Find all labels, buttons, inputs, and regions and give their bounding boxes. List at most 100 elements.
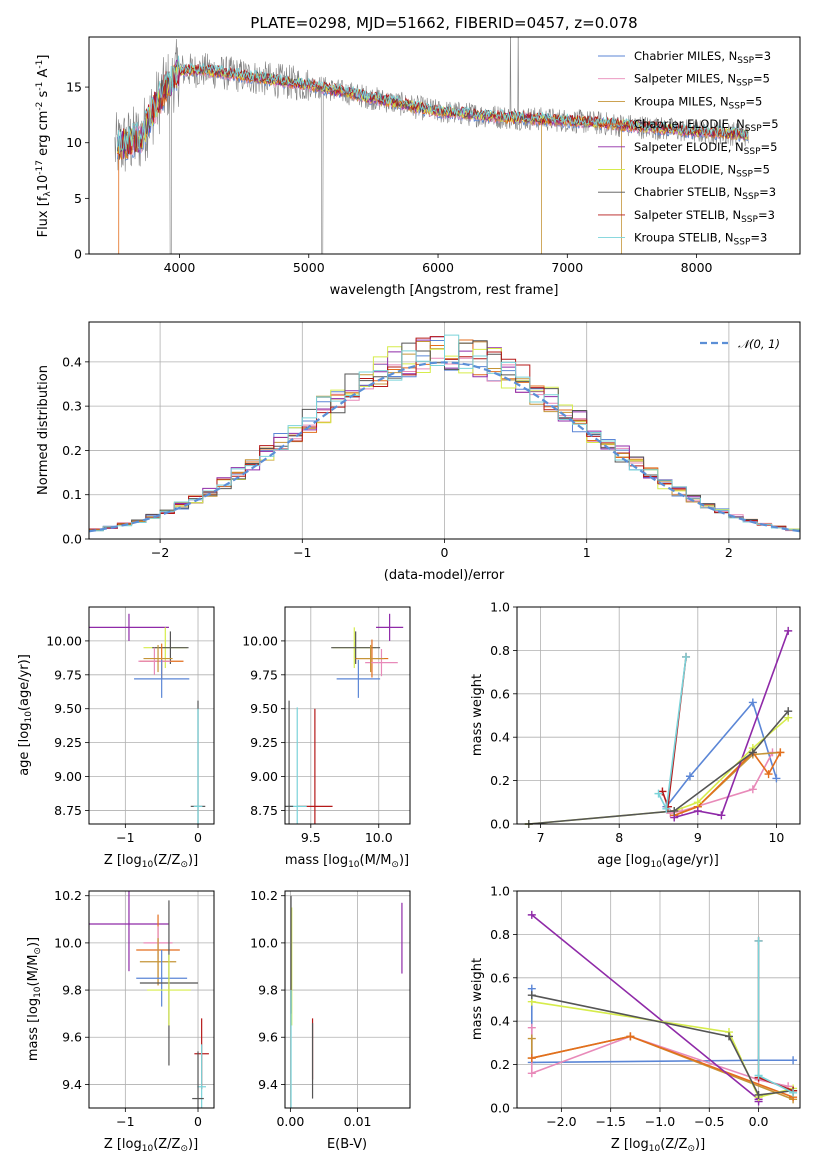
y-tick-label: 10.2 <box>250 888 278 903</box>
y-tick-label: 0.1 <box>62 487 82 502</box>
x-tick-label: 10.0 <box>365 830 393 845</box>
spectrum-title: PLATE=0298, MJD=51662, FIBERID=0457, z=0… <box>250 14 637 32</box>
label-segment: (M/M <box>26 955 41 987</box>
spectrum-panel: PLATE=0298, MJD=51662, FIBERID=0457, z=0… <box>35 14 801 298</box>
residual-histograms <box>89 334 800 534</box>
x-tick-label: −2.0 <box>546 1114 576 1129</box>
weight-marker <box>764 770 773 779</box>
weight-series-line <box>531 994 794 1096</box>
label-segment: 10 <box>142 860 154 870</box>
label-segment: SSP <box>734 238 751 248</box>
mass-z-ylabel: mass [log10(M/M⊙)] <box>26 937 43 1061</box>
weight-marker <box>784 626 793 635</box>
age-mass-xlabel: mass [log10(M/M⊙)] <box>285 853 409 870</box>
mass-z-axes <box>88 890 215 1109</box>
weight-marker <box>748 785 757 794</box>
y-tick-label: 0.2 <box>490 773 510 788</box>
legend-label: Chabrier MILES, NSSP=3 <box>634 49 771 66</box>
residual-ylabel: Normed distribution <box>36 365 51 495</box>
label-segment: Salpeter STELIB, N <box>634 208 741 222</box>
weight-marker <box>527 1034 536 1043</box>
weight-series-line <box>665 700 778 808</box>
label-segment: SSP <box>736 79 753 89</box>
label-segment: =3 <box>759 185 776 199</box>
y-tick-label: 5 <box>74 191 82 206</box>
weight-z-ylabel: mass weight <box>470 958 485 1040</box>
weight-z-xlabel: Z [log10(Z/Z⊙)] <box>611 1137 705 1154</box>
gaussian-curve <box>89 361 800 533</box>
x-tick-label: −1 <box>293 545 311 560</box>
weight-marker <box>754 1071 763 1080</box>
weight-age-ylabel: mass weight <box>470 674 485 756</box>
x-tick-label: 10 <box>768 830 784 845</box>
label-segment: Kroupa MILES, N <box>634 94 729 108</box>
weight-marker <box>527 1023 536 1032</box>
label-segment: Z [log <box>611 1137 649 1152</box>
label-segment: (age/yr)] <box>662 853 719 868</box>
label-segment: -17 <box>35 160 45 175</box>
weight-marker <box>772 774 781 783</box>
weight-vs-metallicity-panel: −2.0 −1.5 −1.0 −0.5 0.0 0.0 0.2 0.4 0.6 0.8 1.0 Z … <box>470 884 801 1154</box>
x-tick-label: 0.00 <box>276 1114 304 1129</box>
y-tick-label: 10.2 <box>54 888 82 903</box>
y-tick-label: 0.2 <box>490 1057 510 1072</box>
label-segment: Chabrier ELODIE, N <box>634 117 745 131</box>
y-tick-label: 10.00 <box>242 633 278 648</box>
x-tick-label: 9 <box>694 830 702 845</box>
legend-label: Chabrier STELIB, NSSP=3 <box>634 185 776 202</box>
x-tick-label: −2 <box>151 545 169 560</box>
x-tick-label: 2 <box>725 545 733 560</box>
legend-label: Salpeter ELODIE, NSSP=5 <box>634 140 777 157</box>
errorbar-group <box>285 613 404 824</box>
label-segment: SSP <box>737 56 754 66</box>
y-tick-label: 0.6 <box>490 686 510 701</box>
label-segment: (M/M <box>360 853 392 868</box>
weight-marker <box>662 804 671 813</box>
label-segment: ⊙ <box>180 1144 188 1154</box>
weight-series-line <box>674 630 789 819</box>
label-segment: =3 <box>750 231 767 245</box>
x-tick-label: 0.0 <box>749 1114 769 1129</box>
residual-histogram <box>89 334 800 533</box>
label-segment: ⊙ <box>33 947 43 955</box>
residual-legend: 𝒩(0, 1) <box>700 337 780 351</box>
label-segment: SSP <box>729 101 746 111</box>
weight-marker <box>626 1032 635 1041</box>
label-segment: (Z/Z <box>660 1137 687 1152</box>
spectrum-axes <box>88 36 801 255</box>
weight-marker <box>693 798 702 807</box>
x-tick-label: 8 <box>615 830 623 845</box>
label-segment: erg cm <box>36 111 51 160</box>
age-z-axes <box>88 606 215 825</box>
spectrum-xlabel: wavelength [Angstrom, rest frame] <box>330 283 559 298</box>
label-segment: Kroupa ELODIE, N <box>634 163 736 177</box>
x-tick-label: 4000 <box>164 260 196 275</box>
mass-vs-metallicity-panel: −1 09.49.69.810.010.2 Z [log10(Z/Z⊙)] mas… <box>26 888 215 1154</box>
label-segment: ⊙ <box>180 860 188 870</box>
label-segment: )] <box>399 853 409 868</box>
y-tick-label: 9.50 <box>54 701 82 716</box>
model-spectrum <box>117 55 749 155</box>
y-tick-label: 10.0 <box>54 935 82 950</box>
label-segment: Chabrier STELIB, N <box>634 185 742 199</box>
y-tick-label: 9.75 <box>54 667 82 682</box>
label-segment: mass [log <box>285 853 348 868</box>
weight-series-line <box>530 1035 794 1101</box>
label-segment: SSP <box>741 215 758 225</box>
label-segment: λ <box>43 191 53 197</box>
label-segment: 10 <box>650 860 662 870</box>
label-segment: (Z/Z <box>153 853 180 868</box>
legend-label: Chabrier ELODIE, NSSP=5 <box>634 117 779 134</box>
weight-z-axes <box>516 890 801 1109</box>
y-tick-label: 10 <box>66 135 82 150</box>
y-tick-label: 8.75 <box>54 803 82 818</box>
label-segment: ] <box>36 55 51 60</box>
label-segment: ⊙ <box>391 860 399 870</box>
label-segment: -1 <box>35 60 45 69</box>
age-mass-axes <box>284 606 411 825</box>
y-tick-label: 0.6 <box>490 970 510 985</box>
label-segment: age [log <box>597 853 650 868</box>
weight-series-line <box>670 752 774 814</box>
legend-label: Kroupa MILES, NSSP=5 <box>634 94 762 111</box>
